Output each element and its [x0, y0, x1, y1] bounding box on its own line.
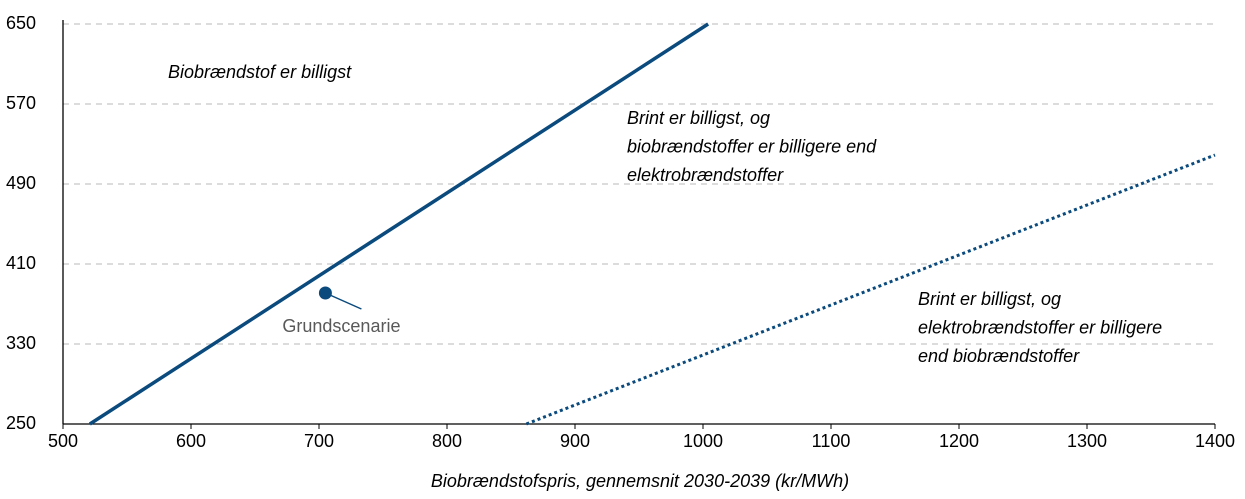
x-tick-label: 1400 — [1195, 431, 1235, 451]
x-tick-label: 500 — [48, 431, 78, 451]
x-tick-label: 700 — [304, 431, 334, 451]
x-tick-label: 1200 — [939, 431, 979, 451]
x-tick-label: 1100 — [812, 431, 851, 451]
y-tick-label: 330 — [6, 333, 36, 353]
line — [525, 153, 1216, 426]
y-tick-label: 490 — [6, 173, 36, 193]
annotation: end biobrændstoffer — [918, 346, 1080, 366]
x-tick-label: 600 — [176, 431, 206, 451]
annotation: Brint er billigst, og — [918, 289, 1061, 309]
annotation: elektrobrændstoffer er billigere — [918, 317, 1162, 337]
annotation: Brint er billigst, og — [627, 108, 770, 128]
annotation: elektrobrændstoffer — [627, 165, 784, 185]
leader-line — [325, 292, 362, 310]
point-label: Grundscenarie — [282, 316, 400, 336]
x-tick-label: 1000 — [683, 431, 723, 451]
y-tick-label: 570 — [6, 93, 36, 113]
line — [88, 22, 710, 426]
annotation: biobrændstoffer er billigere end — [627, 136, 877, 156]
x-axis-label: Biobrændstofspris, gennemsnit 2030-2039 … — [431, 471, 849, 491]
y-tick-label: 650 — [6, 13, 36, 33]
point — [318, 286, 332, 300]
y-tick-label: 410 — [6, 253, 36, 273]
y-tick-label: 250 — [6, 413, 36, 433]
annotation: Biobrændstof er billigst — [168, 62, 352, 82]
x-tick-label: 900 — [560, 431, 590, 451]
x-tick-label: 800 — [432, 431, 462, 451]
x-tick-label: 1300 — [1067, 431, 1107, 451]
